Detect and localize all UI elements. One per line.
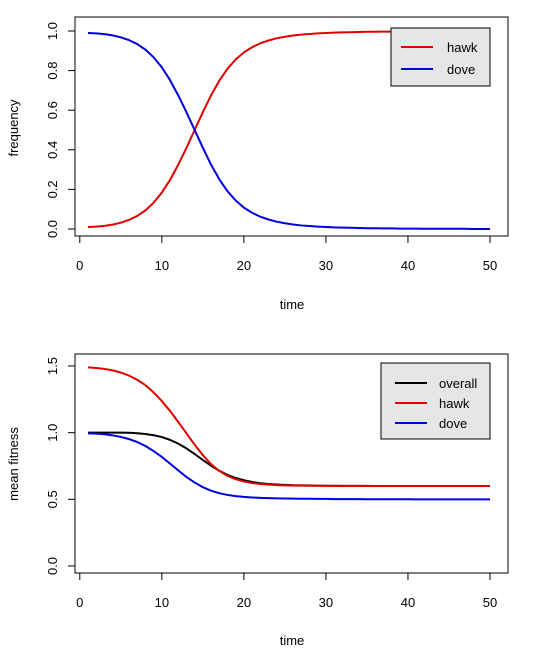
legend-label-dove: dove <box>447 62 475 77</box>
x-tick-label: 20 <box>237 258 251 273</box>
y-tick-label: 0.0 <box>45 557 60 575</box>
legend-label-hawk: hawk <box>447 40 478 55</box>
series-line-dove <box>87 31 490 230</box>
legend-label-dove: dove <box>439 416 467 431</box>
x-tick-label: 50 <box>483 595 497 610</box>
y-tick-label: 0.6 <box>45 101 60 119</box>
frequency-chart: 0 10 20 30 40 50 0.0 0.2 0.4 0.6 0.8 1.0 time freq… <box>6 16 509 312</box>
x-axis-label: time <box>280 297 305 312</box>
legend: overall hawk dove <box>380 362 491 440</box>
x-tick-label: 10 <box>155 258 169 273</box>
x-axis: 0 10 20 30 40 50 <box>76 235 497 273</box>
mean-fitness-chart: 0 10 20 30 40 50 0.0 0.5 1.0 1.5 time mean fitne… <box>6 353 509 648</box>
series-line-overall <box>88 431 490 487</box>
y-axis-label: mean fitness <box>6 427 21 501</box>
legend: hawk dove <box>390 27 491 87</box>
series-line-dove <box>87 432 490 501</box>
series-line-hawk <box>87 366 490 487</box>
x-tick-label: 0 <box>76 595 83 610</box>
legend-box <box>380 362 491 440</box>
y-tick-label: 1.0 <box>45 424 60 442</box>
x-axis-label: time <box>280 633 305 648</box>
y-tick-label: 0.0 <box>45 220 60 238</box>
y-axis: 0.0 0.5 1.0 1.5 <box>45 357 76 575</box>
x-tick-label: 50 <box>483 258 497 273</box>
x-tick-label: 40 <box>401 258 415 273</box>
y-tick-label: 0.4 <box>45 141 60 159</box>
y-tick-label: 1.0 <box>45 22 60 40</box>
x-tick-label: 30 <box>319 258 333 273</box>
y-tick-label: 1.5 <box>45 357 60 375</box>
x-tick-label: 0 <box>76 258 83 273</box>
legend-box <box>390 27 491 87</box>
x-tick-label: 20 <box>237 595 251 610</box>
x-tick-label: 10 <box>155 595 169 610</box>
series-lines <box>87 366 490 501</box>
y-tick-label: 0.2 <box>45 180 60 198</box>
x-tick-label: 30 <box>319 595 333 610</box>
legend-label-overall: overall <box>439 376 477 391</box>
y-axis: 0.0 0.2 0.4 0.6 0.8 1.0 <box>45 22 76 238</box>
x-tick-label: 40 <box>401 595 415 610</box>
legend-label-hawk: hawk <box>439 396 470 411</box>
y-tick-label: 0.8 <box>45 62 60 80</box>
y-tick-label: 0.5 <box>45 490 60 508</box>
x-axis: 0 10 20 30 40 50 <box>76 572 497 610</box>
y-axis-label: frequency <box>6 99 21 157</box>
